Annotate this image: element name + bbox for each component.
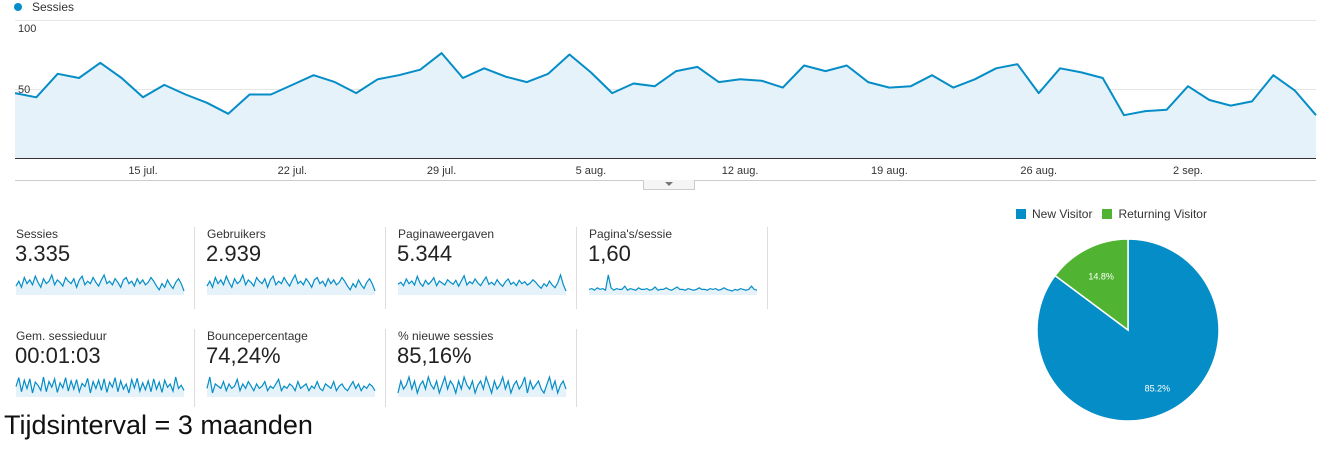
pie-legend-item-returning[interactable]: Returning Visitor (1102, 207, 1207, 221)
metric-users: Gebruikers 2.939 (205, 227, 380, 307)
metric-divider (767, 227, 768, 309)
metric-label: Bouncepercentage (207, 329, 308, 343)
metric-sessions: Sessies 3.335 (14, 227, 189, 307)
pie-slice-label: 14.8% (1088, 271, 1114, 281)
metric-divider (385, 329, 386, 407)
metric-value: 74,24% (206, 343, 281, 368)
x-tick-label: 5 aug. (576, 165, 607, 177)
y-tick-label: 50 (18, 84, 30, 96)
metric-divider (576, 329, 577, 407)
metric-divider (576, 227, 577, 309)
metric-value: 85,16% (397, 343, 472, 368)
metric-value: 3.335 (15, 241, 71, 266)
metric-divider (194, 329, 195, 407)
legend-label: Sessies (32, 0, 75, 14)
metric-bounce-rate: Bouncepercentage 74,24% (205, 329, 380, 409)
metric-avg-session-duration: Gem. sessieduur 00:01:03 (14, 329, 189, 409)
metric-pages-per-session: Pagina's/sessie 1,60 (587, 227, 762, 307)
chart-collapse-toggle[interactable] (643, 180, 695, 190)
metric-value: 5.344 (397, 241, 453, 266)
metric-value: 00:01:03 (15, 343, 101, 368)
series-line (14, 52, 1317, 117)
pie-slice-label: 85.2% (1145, 384, 1171, 394)
sparkline-area (207, 275, 375, 295)
metric-label: % nieuwe sessies (398, 329, 494, 343)
sparkline-area (16, 275, 184, 295)
visitor-type-pie-chart: 85.2% 14.8% (1036, 238, 1220, 422)
metric-sparkline (397, 374, 567, 397)
sparkline-area (589, 275, 757, 295)
sessions-line-chart: 100 50 15 jul. 22 jul. 29 jul. 5 aug. 12 aug. 1… (14, 20, 1317, 181)
metric-pageviews: Paginaweergaven 5.344 (396, 227, 571, 307)
sparkline-line (206, 376, 376, 394)
pie-legend: New Visitor Returning Visitor (1016, 207, 1217, 221)
metric-sparkline (15, 376, 185, 397)
sparkline-line (15, 376, 185, 394)
x-tick-label: 12 aug. (722, 165, 759, 177)
metric-label: Gem. sessieduur (16, 329, 107, 343)
metric-value: 1,60 (588, 241, 631, 266)
metric-label: Paginaweergaven (398, 227, 495, 241)
x-tick-label: 2 sep. (1173, 165, 1203, 177)
metric-label: Gebruikers (207, 227, 266, 241)
chevron-down-icon (665, 182, 673, 186)
chart-legend: Sessies (14, 0, 74, 14)
legend-swatch-icon (1016, 209, 1026, 219)
x-tick-label: 29 jul. (427, 165, 456, 177)
y-tick-label: 100 (18, 23, 36, 35)
sparkline-area (207, 377, 375, 397)
sparkline-line (397, 273, 567, 292)
metric-value: 2.939 (206, 241, 262, 266)
metric-sparkline (206, 376, 376, 397)
pie-legend-item-new[interactable]: New Visitor (1016, 207, 1092, 221)
pie-legend-label: Returning Visitor (1118, 207, 1207, 221)
metric-divider (385, 227, 386, 309)
pie-legend-label: New Visitor (1032, 207, 1093, 221)
legend-dot-icon (14, 3, 22, 11)
x-tick-label: 22 jul. (278, 165, 307, 177)
time-interval-note: Tijdsinterval = 3 maanden (4, 410, 313, 440)
metric-sparkline (588, 274, 758, 295)
sparkline-line (588, 274, 758, 292)
series-area (15, 53, 1316, 158)
sparkline-line (15, 273, 185, 292)
x-tick-label: 19 aug. (871, 165, 908, 177)
metric-label: Sessies (16, 227, 59, 241)
legend-swatch-icon (1102, 209, 1113, 219)
metric-sparkline (397, 273, 567, 295)
metric-divider (194, 227, 195, 309)
metric-sparkline (206, 273, 376, 295)
sparkline-line (397, 374, 567, 396)
metric-new-sessions: % nieuwe sessies 85,16% (396, 329, 571, 409)
metric-sparkline (15, 273, 185, 295)
sparkline-line (206, 273, 376, 292)
sparkline-area (398, 275, 566, 295)
pie-slice[interactable] (1054, 238, 1129, 332)
x-tick-label: 15 jul. (128, 165, 157, 177)
metric-label: Pagina's/sessie (589, 227, 673, 241)
x-tick-label: 26 aug. (1020, 165, 1057, 177)
